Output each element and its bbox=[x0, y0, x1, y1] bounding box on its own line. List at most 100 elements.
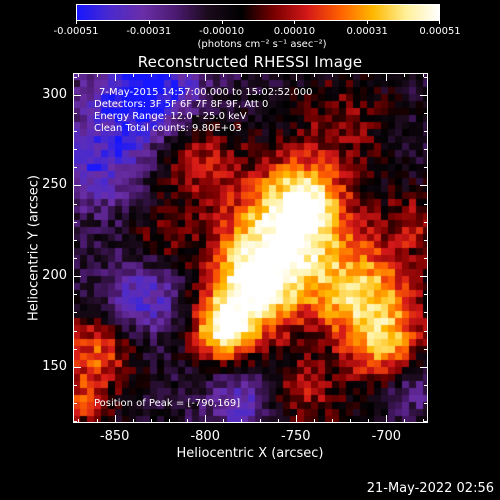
x-tick-mark-top bbox=[386, 73, 388, 81]
x-tick-label: -800 bbox=[190, 429, 220, 444]
x-minor-tick-top bbox=[187, 73, 189, 77]
x-minor-tick bbox=[96, 419, 98, 423]
colorbar-tick-label: 0.00010 bbox=[273, 26, 316, 37]
x-tick-mark-top bbox=[295, 73, 297, 81]
colorbar-tick-mark bbox=[439, 20, 440, 24]
x-minor-tick bbox=[277, 419, 279, 423]
x-minor-tick bbox=[368, 419, 370, 423]
colorbar-units: (photons cm⁻² s⁻¹ asec⁻²) bbox=[197, 39, 327, 50]
y-minor-tick-right bbox=[424, 167, 428, 169]
x-tick-label: -750 bbox=[281, 429, 311, 444]
y-tick-mark bbox=[73, 276, 81, 278]
x-tick-mark bbox=[295, 415, 297, 423]
x-minor-tick-top bbox=[332, 73, 333, 77]
y-minor-tick-right bbox=[424, 384, 428, 386]
y-tick-mark bbox=[73, 366, 81, 368]
y-minor-tick bbox=[73, 203, 77, 205]
y-minor-tick-right bbox=[424, 221, 428, 223]
x-minor-tick-top bbox=[422, 73, 424, 77]
x-minor-tick-top bbox=[168, 73, 170, 77]
x-minor-tick-top bbox=[78, 73, 80, 77]
colorbar-tick-mark bbox=[221, 20, 223, 24]
y-minor-tick bbox=[73, 149, 77, 151]
y-tick-mark-right bbox=[420, 366, 428, 368]
y-tick-label: 150 bbox=[42, 358, 67, 374]
x-minor-tick bbox=[404, 419, 406, 423]
y-minor-tick bbox=[73, 294, 77, 296]
x-tick-label: -850 bbox=[99, 429, 130, 444]
colorbar-tick-mark bbox=[148, 20, 150, 24]
y-minor-tick-right bbox=[424, 312, 428, 314]
timestamp: 21-May-2022 02:56 bbox=[366, 481, 494, 496]
x-minor-tick-top bbox=[96, 73, 98, 77]
y-minor-tick bbox=[73, 330, 77, 332]
x-tick-mark-top bbox=[114, 73, 116, 81]
x-tick-mark-top bbox=[205, 73, 207, 81]
x-minor-tick-top bbox=[223, 73, 225, 77]
colorbar-tick-label: -0.00051 bbox=[53, 26, 99, 37]
y-minor-tick-right bbox=[424, 203, 428, 205]
y-minor-tick bbox=[73, 112, 77, 114]
y-minor-tick bbox=[73, 221, 77, 223]
x-minor-tick bbox=[241, 419, 243, 423]
y-minor-tick-right bbox=[424, 294, 428, 296]
y-minor-tick-right bbox=[424, 76, 428, 78]
y-tick-mark bbox=[73, 185, 81, 187]
colorbar-tick-mark bbox=[367, 20, 369, 24]
colorbar-tick-label: -0.00010 bbox=[199, 26, 245, 37]
colorbar-tick-label: 0.00031 bbox=[346, 26, 388, 37]
x-minor-tick-top bbox=[368, 73, 370, 77]
x-minor-tick-top bbox=[241, 73, 243, 77]
x-minor-tick bbox=[132, 419, 134, 423]
y-tick-mark-right bbox=[420, 185, 428, 187]
colorbar-tick-mark bbox=[76, 20, 77, 24]
y-minor-tick-right bbox=[424, 239, 428, 241]
x-minor-tick bbox=[78, 419, 80, 423]
y-minor-tick-right bbox=[424, 330, 428, 332]
time-range-text: 7-May-2015 14:57:00.000 to 15:02:52.000 bbox=[99, 87, 313, 98]
y-minor-tick-right bbox=[424, 421, 428, 423]
y-tick-label: 250 bbox=[42, 177, 67, 193]
x-tick-mark bbox=[205, 415, 207, 423]
y-minor-tick-right bbox=[424, 112, 428, 114]
x-minor-tick bbox=[259, 419, 261, 423]
colorbar-tick-label: -0.00031 bbox=[126, 26, 172, 37]
heatmap-canvas bbox=[73, 73, 428, 423]
y-minor-tick bbox=[73, 312, 77, 314]
x-minor-tick-top bbox=[313, 73, 315, 77]
y-minor-tick bbox=[73, 76, 77, 78]
x-minor-tick-top bbox=[132, 73, 134, 77]
y-minor-tick-right bbox=[424, 131, 428, 133]
x-minor-tick-top bbox=[150, 73, 152, 77]
x-minor-tick-top bbox=[350, 73, 352, 77]
y-minor-tick bbox=[73, 384, 77, 386]
y-tick-label: 200 bbox=[42, 268, 67, 284]
method-counts-text: Clean Total counts: 9.80E+03 bbox=[94, 123, 242, 134]
colorbar-tick-mark bbox=[294, 20, 296, 24]
energy-range-text: Energy Range: 12.0 - 25.0 keV bbox=[94, 111, 247, 122]
x-minor-tick bbox=[332, 419, 333, 423]
image-title: Reconstructed RHESSI Image bbox=[137, 53, 363, 71]
y-axis-label: Heliocentric Y (arcsec) bbox=[26, 175, 42, 321]
x-minor-tick bbox=[150, 419, 152, 423]
x-minor-tick bbox=[350, 419, 352, 423]
peak-position-text: Position of Peak = [-790,169] bbox=[94, 398, 241, 409]
y-minor-tick-right bbox=[424, 257, 428, 259]
x-tick-mark bbox=[386, 415, 388, 423]
y-tick-mark-right bbox=[420, 276, 428, 278]
x-minor-tick-top bbox=[259, 73, 261, 77]
x-minor-tick bbox=[422, 419, 424, 423]
rhessi-image-plot bbox=[73, 73, 428, 423]
x-minor-tick bbox=[187, 419, 189, 423]
y-minor-tick-right bbox=[424, 403, 428, 405]
y-minor-tick bbox=[73, 421, 77, 423]
x-minor-tick bbox=[313, 419, 315, 423]
y-minor-tick bbox=[73, 257, 77, 259]
x-minor-tick-top bbox=[277, 73, 279, 77]
x-minor-tick bbox=[223, 419, 225, 423]
x-minor-tick-top bbox=[404, 73, 406, 77]
x-tick-label: -700 bbox=[371, 429, 402, 444]
y-minor-tick bbox=[73, 348, 77, 350]
y-minor-tick bbox=[73, 131, 77, 133]
colorbar-tick-label: 0.00051 bbox=[419, 26, 461, 37]
